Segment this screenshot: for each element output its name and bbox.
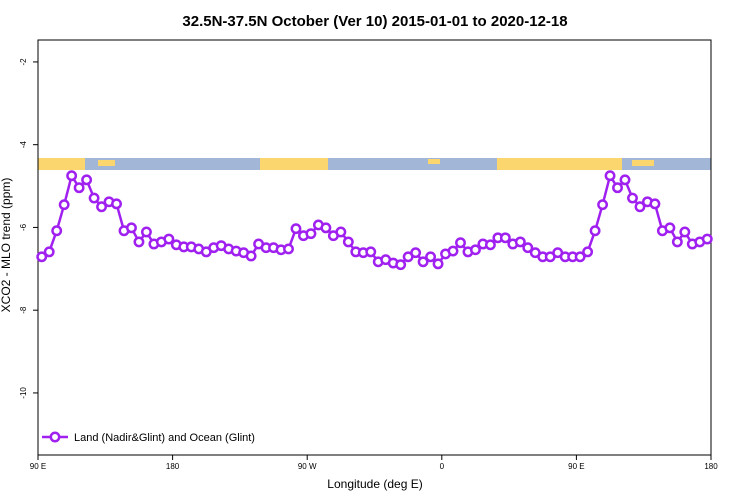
- data-point: [499, 232, 511, 244]
- data-point: [66, 170, 78, 182]
- data-point: [455, 237, 466, 249]
- data-point: [245, 250, 257, 262]
- data-point: [679, 226, 691, 238]
- data-point: [604, 170, 616, 182]
- data-point: [589, 225, 601, 237]
- data-point: [484, 239, 496, 251]
- data-point: [574, 251, 586, 263]
- data-point: [425, 251, 437, 263]
- map-strip: [38, 158, 711, 170]
- data-point: [43, 246, 55, 258]
- chart-title: 32.5N-37.5N October (Ver 10) 2015-01-01 …: [182, 13, 567, 30]
- data-point: [36, 251, 48, 263]
- data-point: [395, 259, 407, 271]
- data-point: [163, 233, 175, 245]
- data-point: [612, 182, 623, 194]
- x-tick-label: 180: [166, 462, 180, 471]
- x-axis-label: Longitude (deg E): [327, 477, 422, 491]
- data-point: [51, 225, 63, 237]
- y-tick-label: -10: [19, 387, 28, 399]
- x-tick-label: 90 E: [568, 462, 584, 471]
- data-point: [342, 236, 354, 248]
- data-point: [619, 174, 631, 186]
- data-point: [140, 226, 152, 238]
- data-point: [514, 236, 526, 248]
- legend-marker: [49, 431, 61, 443]
- data-point: [671, 236, 683, 248]
- data-point: [133, 236, 145, 248]
- data-point: [126, 222, 137, 234]
- x-tick-label: 90 E: [30, 462, 46, 471]
- data-point: [627, 192, 638, 204]
- data-point: [305, 228, 317, 240]
- data-point: [597, 199, 609, 211]
- y-tick-label: -2: [19, 58, 28, 66]
- data-point: [664, 222, 676, 234]
- y-axis-label: XCO2 - MLO trend (ppm): [0, 178, 13, 313]
- data-point: [81, 174, 93, 186]
- data-point: [88, 192, 100, 204]
- data-point: [73, 182, 85, 194]
- data-point: [522, 242, 534, 254]
- data-point: [634, 201, 646, 213]
- data-point: [335, 226, 347, 238]
- data-point: [96, 201, 108, 213]
- data-point: [320, 222, 332, 234]
- data-point: [290, 223, 302, 235]
- x-tick-label: 0: [440, 462, 445, 471]
- y-tick-label: -8: [19, 306, 28, 314]
- data-point: [417, 256, 429, 268]
- x-tick-label: 90 W: [298, 462, 317, 471]
- data-point: [283, 243, 294, 255]
- data-point: [470, 244, 481, 256]
- data-point: [432, 258, 444, 270]
- data-point: [58, 199, 70, 211]
- legend-label: Land (Nadir&Glint) and Ocean (Glint): [74, 432, 255, 444]
- data-point: [410, 247, 422, 259]
- data-point: [701, 233, 713, 245]
- data-point: [111, 198, 122, 210]
- y-tick-label: -6: [19, 223, 28, 231]
- data-point: [365, 246, 377, 258]
- x-tick-label: 180: [704, 462, 718, 471]
- data-point: [447, 245, 459, 257]
- data-point: [582, 246, 594, 258]
- plot-frame: [37, 39, 712, 456]
- data-point: [649, 198, 661, 210]
- y-tick-label: -4: [19, 141, 28, 149]
